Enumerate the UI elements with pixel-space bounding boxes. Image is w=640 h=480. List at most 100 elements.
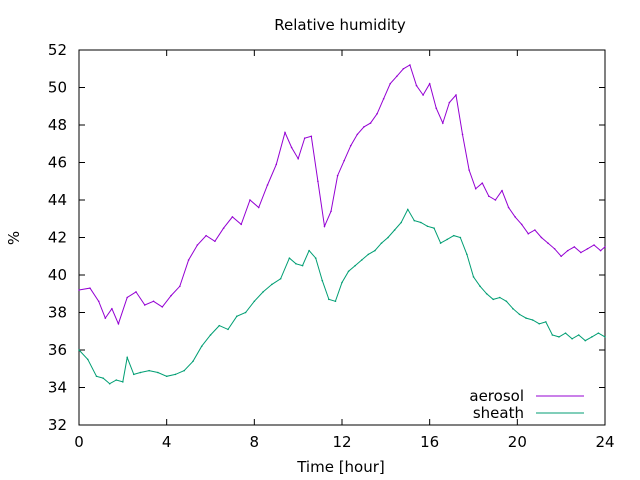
data-point-aerosol <box>455 94 457 96</box>
y-tick-label: 40 <box>48 266 67 284</box>
data-point-sheath <box>531 319 534 321</box>
data-point-aerosol <box>249 199 251 201</box>
data-point-sheath <box>262 291 264 293</box>
data-point-aerosol <box>363 126 365 128</box>
data-point-sheath <box>452 234 455 237</box>
y-tick-label: 34 <box>48 379 67 397</box>
data-point-sheath <box>400 221 402 224</box>
data-point-sheath <box>288 257 291 259</box>
data-point-sheath <box>328 298 330 301</box>
data-point-sheath <box>308 249 310 252</box>
data-point-aerosol <box>161 306 164 308</box>
data-point-sheath <box>512 307 514 310</box>
data-point-sheath <box>485 292 488 295</box>
x-axis: 0 4 8 12 16 20 24 <box>74 50 615 451</box>
data-point-aerosol <box>395 75 398 78</box>
data-point-aerosol <box>275 163 278 166</box>
data-point-aerosol <box>104 317 107 319</box>
x-tick-label: 8 <box>250 433 260 451</box>
y-axis: 32 34 36 38 40 42 44 46 48 50 52 <box>48 41 605 434</box>
data-point-aerosol <box>604 246 606 248</box>
data-point-aerosol <box>409 64 411 66</box>
data-point-aerosol <box>389 82 392 85</box>
data-point-sheath <box>374 249 376 252</box>
data-point-aerosol <box>111 307 113 310</box>
series-line-aerosol <box>78 64 606 326</box>
data-point-aerosol <box>356 133 359 136</box>
data-point-sheath <box>341 281 343 284</box>
data-point-aerosol <box>310 135 313 138</box>
data-point-aerosol <box>573 246 576 248</box>
data-point-sheath <box>367 253 370 256</box>
data-point-aerosol <box>284 131 286 134</box>
data-point-sheath <box>295 262 297 265</box>
data-point-sheath <box>95 375 98 378</box>
data-point-sheath <box>354 264 356 267</box>
data-point-sheath <box>115 379 118 381</box>
data-point-aerosol <box>240 223 242 226</box>
data-point-aerosol <box>78 289 80 291</box>
data-point-sheath <box>564 332 567 334</box>
data-point-aerosol <box>586 247 589 250</box>
data-point-sheath <box>126 356 129 359</box>
data-point-sheath <box>380 242 383 244</box>
data-point-aerosol <box>349 144 352 147</box>
data-point-sheath <box>200 345 203 348</box>
data-point-sheath <box>571 337 573 340</box>
data-point-aerosol <box>474 187 477 190</box>
data-point-aerosol <box>152 300 155 303</box>
data-point-aerosol <box>520 223 523 226</box>
data-point-sheath <box>148 369 150 372</box>
data-point-aerosol <box>222 227 225 229</box>
y-tick-label: 52 <box>48 41 67 59</box>
data-point-aerosol <box>415 84 418 87</box>
data-point-sheath <box>279 277 282 280</box>
data-point-aerosol <box>553 247 556 250</box>
data-point-sheath <box>413 219 416 222</box>
data-point-sheath <box>122 381 124 383</box>
data-point-aerosol <box>257 206 260 209</box>
data-point-aerosol <box>89 287 91 289</box>
data-point-sheath <box>387 236 389 239</box>
data-point-sheath <box>347 270 350 273</box>
data-point-sheath <box>525 317 527 319</box>
data-point-aerosol <box>527 232 530 235</box>
y-tick-label: 46 <box>48 154 67 172</box>
data-point-sheath <box>591 336 593 338</box>
data-point-sheath <box>584 339 587 342</box>
x-tick-label: 12 <box>332 433 351 451</box>
data-point-sheath <box>102 377 104 379</box>
data-point-aerosol <box>143 304 146 306</box>
data-point-sheath <box>253 300 256 303</box>
x-tick-label: 16 <box>420 433 439 451</box>
data-point-sheath <box>157 371 159 374</box>
x-tick-label: 0 <box>74 433 84 451</box>
data-point-aerosol <box>402 67 405 70</box>
data-point-aerosol <box>507 206 510 209</box>
series-layer <box>78 64 606 385</box>
data-point-sheath <box>334 300 337 303</box>
data-point-sheath <box>360 259 363 261</box>
y-tick-label: 48 <box>48 116 67 134</box>
data-point-sheath <box>551 334 554 336</box>
data-point-aerosol <box>514 216 516 218</box>
data-point-sheath <box>301 264 304 267</box>
data-point-sheath <box>545 321 547 323</box>
data-point-aerosol <box>435 107 438 109</box>
data-point-sheath <box>538 322 541 325</box>
data-point-sheath <box>406 208 409 211</box>
data-point-aerosol <box>468 169 470 171</box>
data-point-sheath <box>492 298 495 301</box>
data-point-aerosol <box>566 249 569 252</box>
data-point-sheath <box>577 334 580 336</box>
data-point-sheath <box>183 369 185 372</box>
data-point-aerosol <box>382 97 385 100</box>
data-point-sheath <box>132 373 135 376</box>
data-point-sheath <box>227 328 229 331</box>
data-point-sheath <box>505 300 508 303</box>
y-tick-label: 50 <box>48 79 67 97</box>
data-point-aerosol <box>560 255 562 258</box>
data-point-sheath <box>597 332 600 334</box>
